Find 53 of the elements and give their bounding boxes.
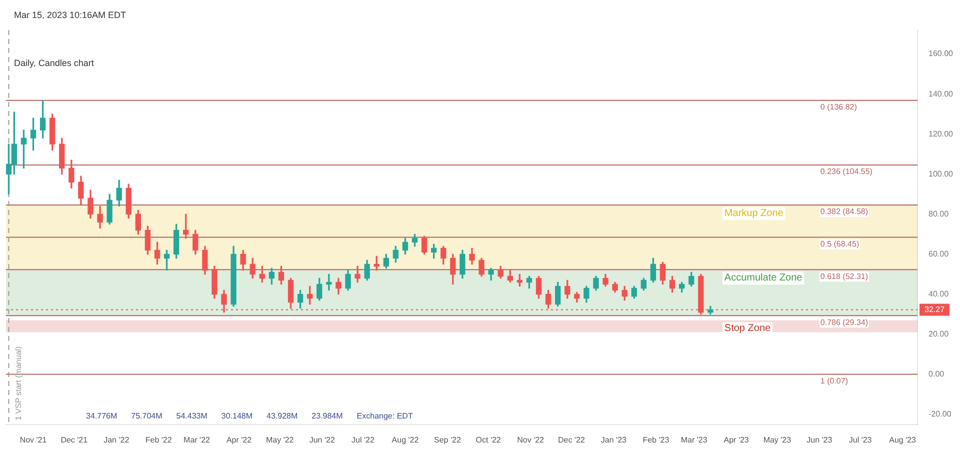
- y-tick-label: -20.00: [928, 410, 952, 419]
- y-tick-label: 80.00: [928, 209, 950, 218]
- x-tick-label: Apr '23: [724, 435, 750, 444]
- text: Daily, Candles chart: [14, 58, 94, 68]
- y-tick-label: 60.00: [928, 249, 950, 258]
- y-tick-label: 0.00: [928, 370, 945, 379]
- x-tick-label: Feb '23: [642, 435, 670, 444]
- ref-line-label: 0 (136.82): [820, 102, 858, 112]
- ref-line-label: 0.786 (29.34): [820, 318, 868, 327]
- ref-line-label: 32.27: [924, 304, 946, 314]
- y-tick-label: 160.00: [928, 49, 954, 58]
- chart-subtitle: Mar 15, 2023 10:16AM EDT: [14, 10, 126, 20]
- annotation: 75.704M: [131, 412, 163, 421]
- y-tick-label: 120.00: [928, 129, 954, 138]
- annotation: 54.433M: [176, 412, 208, 421]
- x-tick-label: Jun '22: [309, 435, 336, 444]
- ref-line-label: 1 VSP start (manual): [14, 346, 23, 420]
- x-tick-label: Aug '22: [392, 435, 420, 444]
- x-tick-label: Nov '22: [517, 435, 545, 444]
- x-tick-label: Aug '23: [889, 435, 917, 444]
- x-tick-label: Sep '22: [434, 435, 462, 444]
- x-tick-label: Jan '22: [104, 435, 130, 444]
- annotation: 30.148M: [221, 412, 253, 421]
- annotation: 43.928M: [266, 412, 298, 421]
- x-tick-label: Feb '22: [145, 435, 172, 444]
- annotation: Exchange: EDT: [356, 412, 413, 421]
- x-tick-label: Mar '23: [680, 435, 708, 444]
- x-tick-label: Mar '22: [184, 435, 211, 444]
- ref-line-label: 1 (0.07): [820, 376, 848, 386]
- ref-line-label: 0.5 (68.45): [820, 240, 860, 249]
- ref-line-label: 0.618 (52.31): [820, 272, 868, 281]
- x-tick-label: Jul '22: [352, 435, 375, 444]
- x-tick-label: May '22: [266, 435, 294, 444]
- band-label: Markup Zone: [724, 208, 784, 219]
- band-label: Stop Zone: [724, 323, 772, 334]
- x-tick-label: Jul '23: [848, 435, 872, 444]
- ref-line-label: 0.236 (104.55): [820, 167, 873, 176]
- y-tick-label: 140.00: [928, 89, 954, 98]
- x-tick-label: Oct '22: [476, 435, 502, 444]
- y-tick-label: 100.00: [928, 169, 954, 178]
- x-tick-label: May '23: [763, 435, 792, 444]
- annotation: 34.776M: [86, 412, 118, 421]
- annotation: 23.984M: [312, 412, 344, 421]
- x-tick-label: Jun '23: [806, 435, 833, 444]
- ref-line-label: 0.382 (84.58): [820, 207, 868, 216]
- x-tick-label: Nov '21: [20, 435, 48, 444]
- y-tick-label: 40.00: [928, 289, 950, 298]
- x-tick-label: Jan '23: [600, 435, 628, 444]
- x-tick-label: Dec '22: [558, 435, 586, 444]
- x-tick-label: Dec '21: [60, 435, 88, 444]
- x-tick-label: Apr '22: [226, 435, 252, 444]
- band-label: Accumulate Zone: [724, 272, 803, 284]
- y-tick-label: 20.00: [928, 330, 950, 339]
